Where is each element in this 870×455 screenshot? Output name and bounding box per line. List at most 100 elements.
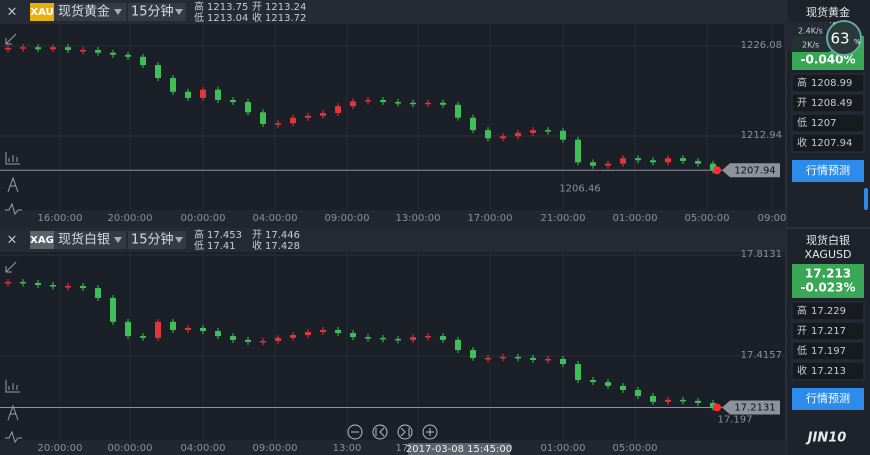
candle [710, 402, 716, 408]
sidebar-change: -0.023% [801, 281, 856, 295]
stat-row [791, 93, 865, 113]
x-tick-label: 13:00:00 [396, 213, 441, 224]
candle [635, 158, 641, 161]
x-tick-label: 20:00:00 [108, 213, 153, 224]
stat-value: 17.229 [811, 306, 846, 317]
candle [560, 358, 566, 365]
candle [665, 158, 671, 163]
nav-button[interactable] [397, 424, 413, 440]
candle [380, 99, 386, 103]
x-axis-strip [0, 210, 786, 228]
stat-label: 开 [797, 98, 807, 109]
tool-expand[interactable] [5, 33, 17, 45]
candle [530, 130, 536, 133]
y-tick-label: 1226.08 [741, 40, 782, 51]
candle [425, 102, 431, 105]
candle [20, 47, 26, 49]
candle [680, 158, 686, 161]
sidebar-code: XAGUSD [805, 248, 852, 261]
candle [470, 117, 476, 131]
y-tick-label: 17.8131 [741, 249, 782, 260]
candle [50, 47, 56, 50]
low-label: 17.197 [718, 415, 753, 426]
candle [230, 336, 236, 340]
candle [530, 357, 536, 360]
candle [305, 115, 311, 118]
ohlc-value: 17.453 [207, 230, 242, 241]
forecast-button[interactable] [792, 388, 864, 410]
ohlc-value: 1213.75 [207, 2, 248, 13]
stat-value: 17.217 [811, 326, 846, 337]
x-tick-label: 04:00:00 [253, 213, 298, 224]
candle [425, 336, 431, 338]
candle [470, 350, 476, 358]
candle [290, 335, 296, 338]
candle [365, 99, 371, 102]
network-widget [784, 22, 832, 52]
tool-indicator[interactable] [5, 380, 20, 393]
price-box [792, 264, 864, 298]
candle [95, 288, 101, 298]
y-tick-label: 1212.94 [741, 130, 782, 141]
stat-row [791, 341, 865, 361]
nav-button[interactable] [372, 424, 388, 440]
nav-button[interactable] [347, 424, 363, 440]
candle [35, 282, 41, 286]
forecast-button[interactable] [792, 160, 864, 182]
y-tick-label: 17.4157 [741, 350, 782, 361]
nav-button[interactable] [422, 424, 438, 440]
x-tick-label: 21:00:00 [541, 213, 586, 224]
symbol-select[interactable] [54, 231, 126, 249]
candle [440, 336, 446, 340]
last-price-dot [713, 403, 721, 412]
price-tag [722, 163, 780, 178]
candle [155, 65, 161, 79]
close-button[interactable]: × [7, 5, 18, 20]
candle [590, 162, 596, 166]
candle [620, 385, 626, 390]
candle [455, 339, 461, 351]
ohlc-label: 低 [194, 11, 204, 24]
tool-indicator[interactable] [5, 152, 20, 165]
period-select[interactable] [128, 231, 186, 249]
candle [125, 54, 131, 57]
candle [260, 340, 266, 343]
stat-value: 17.213 [811, 366, 846, 377]
x-tick-label: 09:00 [758, 213, 787, 224]
candle [35, 47, 41, 50]
scrollbar[interactable] [864, 188, 868, 210]
ohlc-label: 收 [252, 11, 262, 24]
candle [350, 101, 356, 107]
candle [320, 112, 326, 116]
candle [575, 364, 581, 381]
candle [155, 321, 161, 338]
candle [695, 400, 701, 403]
candle [320, 329, 326, 333]
candle [365, 337, 371, 339]
usage-ring [826, 20, 862, 56]
sidebar-price: 17.213 [805, 267, 851, 281]
stat-label: 收 [797, 364, 807, 377]
candle [680, 399, 686, 402]
ohlc-value: 1213.72 [265, 13, 306, 24]
candle [515, 356, 521, 359]
candle [140, 336, 146, 338]
ohlc-label: 开 [252, 2, 262, 13]
candle [605, 163, 611, 166]
logo: JIN10 [805, 431, 847, 446]
tool-expand[interactable] [5, 261, 17, 273]
tool-wave[interactable] [5, 430, 22, 444]
net-up: 2.4K/s [798, 27, 823, 36]
last-price-dot [713, 166, 721, 175]
symbol-select[interactable] [54, 3, 126, 21]
candle [275, 337, 281, 341]
close-button[interactable]: × [7, 233, 18, 248]
candle [335, 329, 341, 334]
tool-wave[interactable] [5, 202, 22, 216]
x-tick-label: 01:00:00 [613, 213, 658, 224]
period-select[interactable] [128, 3, 186, 21]
candle [485, 130, 491, 139]
candle [5, 47, 11, 50]
tool-draw[interactable] [7, 404, 19, 421]
tool-draw[interactable] [7, 176, 19, 193]
